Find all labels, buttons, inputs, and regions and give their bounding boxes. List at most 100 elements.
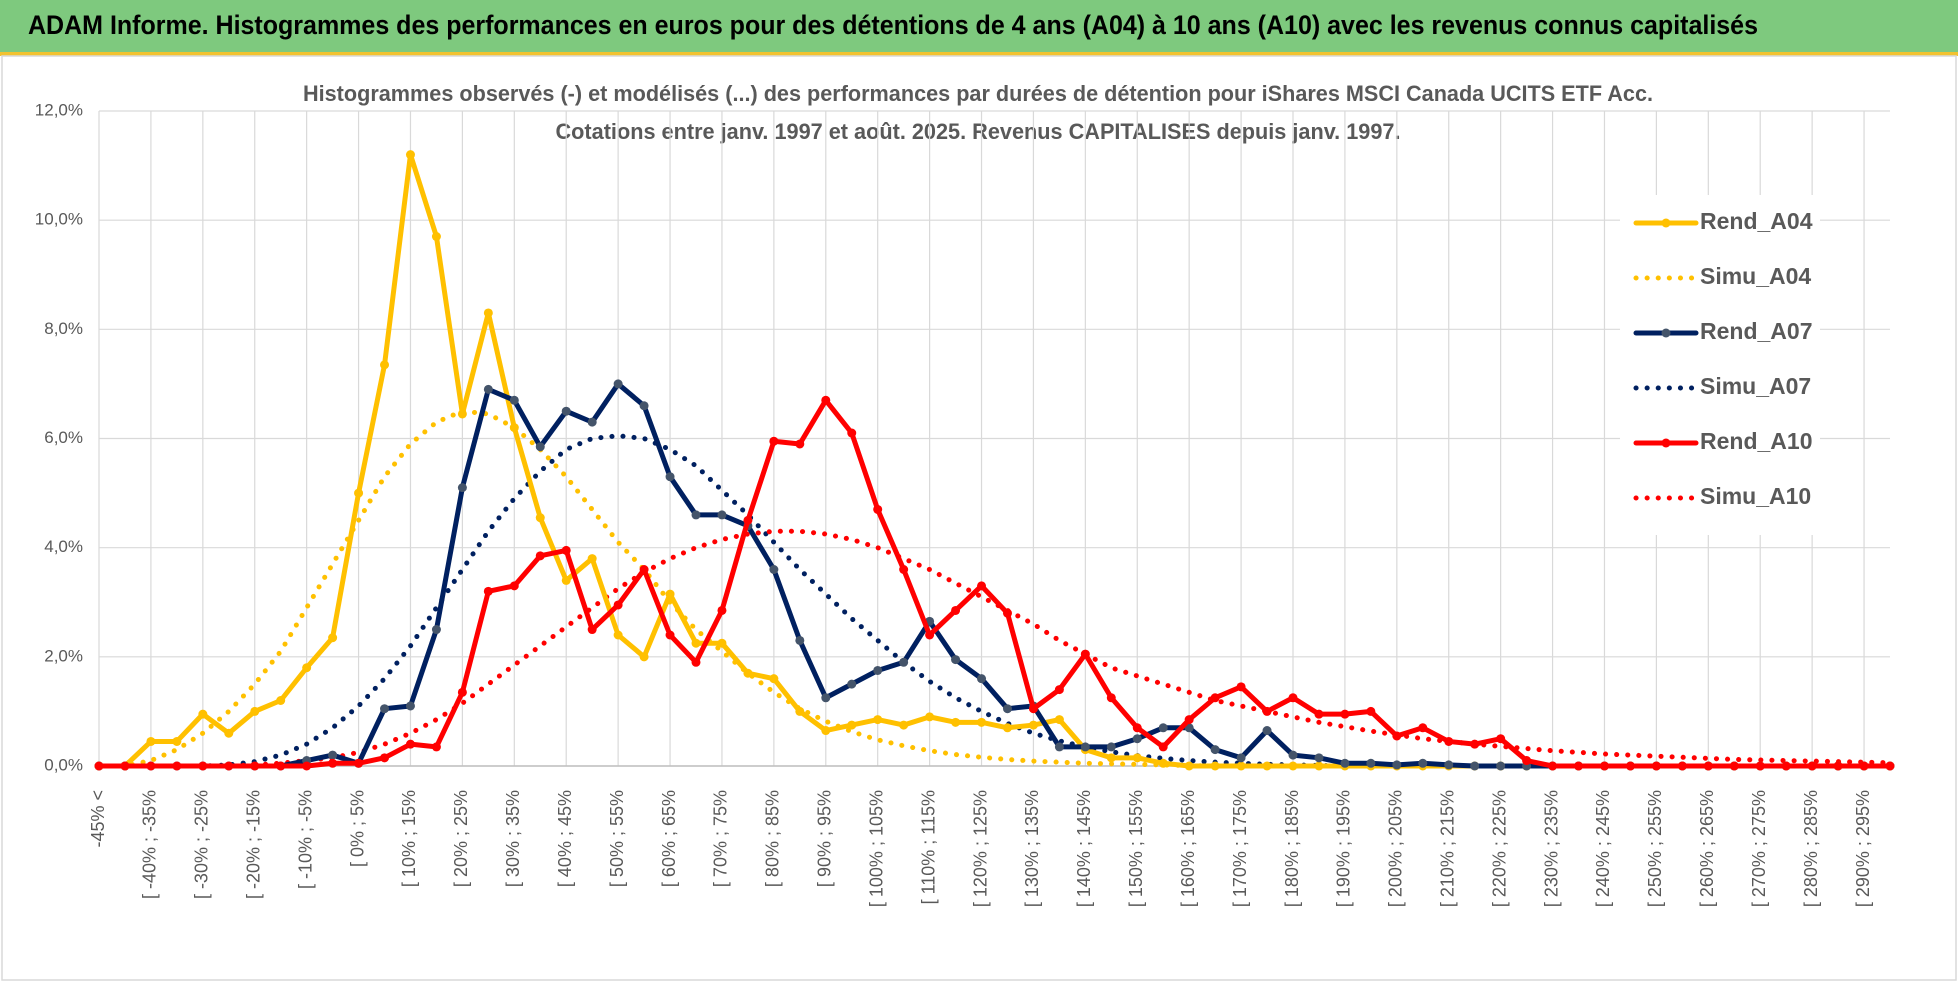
- marker: [1028, 720, 1038, 730]
- marker: [821, 693, 831, 703]
- marker: [691, 638, 701, 648]
- marker: [795, 706, 805, 716]
- marker: [1080, 742, 1090, 752]
- marker: [1444, 736, 1454, 746]
- x-tick-label: [ 220% ; 225%: [1489, 790, 1509, 907]
- marker: [1002, 723, 1012, 733]
- marker: [1210, 693, 1220, 703]
- marker: [769, 674, 779, 684]
- marker: [457, 409, 467, 419]
- marker: [587, 625, 597, 635]
- marker: [977, 674, 987, 684]
- marker: [1574, 761, 1584, 771]
- x-tick-label: [ 10% ; 15%: [399, 790, 419, 887]
- marker: [535, 513, 545, 523]
- marker: [431, 742, 441, 752]
- marker: [795, 439, 805, 449]
- marker: [1651, 761, 1661, 771]
- marker: [1314, 761, 1324, 771]
- marker: [1418, 723, 1428, 733]
- marker: [977, 581, 987, 591]
- legend-label: Simu_A07: [1700, 373, 1811, 399]
- marker: [1599, 761, 1609, 771]
- marker: [795, 635, 805, 645]
- marker: [847, 428, 857, 438]
- marker: [639, 565, 649, 574]
- marker: [717, 510, 727, 520]
- marker: [1677, 761, 1687, 771]
- marker: [613, 630, 623, 640]
- marker: [1288, 693, 1298, 703]
- marker: [1262, 761, 1272, 771]
- marker: [302, 663, 312, 673]
- x-tick-label: [ -10% ; -5%: [295, 790, 315, 889]
- marker: [665, 472, 675, 482]
- marker: [1210, 761, 1220, 771]
- x-tick-label: [ 130% ; 135%: [1022, 790, 1042, 907]
- marker: [873, 504, 883, 514]
- marker: [1132, 734, 1142, 744]
- observed-line: [96, 397, 1893, 769]
- marker: [354, 758, 364, 768]
- header-rule: [0, 52, 1958, 56]
- marker: [873, 665, 883, 675]
- x-tick-label: [ 50% ; 55%: [607, 790, 627, 887]
- marker: [535, 551, 545, 561]
- marker: [561, 575, 571, 585]
- x-tick-label: [ -40% ; -35%: [140, 790, 160, 899]
- marker: [639, 652, 649, 662]
- marker: [1703, 761, 1713, 771]
- x-tick-label: [ 60% ; 65%: [659, 790, 679, 887]
- marker: [899, 657, 909, 667]
- marker: [1444, 760, 1454, 770]
- chart-subtitle: Cotations entre janv. 1997 et août. 2025…: [556, 119, 1401, 144]
- x-tick-label: [ 240% ; 245%: [1593, 790, 1613, 907]
- marker: [561, 545, 571, 555]
- marker: [1548, 761, 1558, 771]
- marker: [224, 761, 234, 771]
- y-tick-label: 2,0%: [44, 646, 83, 665]
- marker: [146, 736, 156, 746]
- marker: [405, 739, 415, 749]
- x-tick-label: [ 170% ; 175%: [1230, 790, 1250, 907]
- marker: [665, 589, 675, 599]
- marker: [509, 581, 519, 591]
- marker: [1262, 726, 1272, 736]
- x-tick-label: [ 230% ; 235%: [1541, 790, 1561, 907]
- marker: [1470, 739, 1480, 749]
- marker: [1833, 761, 1843, 771]
- marker: [1184, 715, 1194, 725]
- marker: [1158, 723, 1168, 733]
- x-tick-label: [ 190% ; 195%: [1334, 790, 1354, 907]
- x-tick-label: [ 0% ; 5%: [347, 790, 367, 867]
- marker: [613, 600, 623, 610]
- y-tick-label: 10,0%: [35, 210, 83, 229]
- marker: [1340, 709, 1350, 719]
- marker: [899, 565, 909, 574]
- marker: [328, 750, 338, 760]
- marker: [1418, 758, 1428, 768]
- x-tick-label: [ 80% ; 85%: [763, 790, 783, 887]
- marker: [1885, 761, 1895, 771]
- marker: [509, 395, 519, 405]
- marker: [457, 687, 467, 697]
- marker: [847, 679, 857, 689]
- model-line: [96, 528, 1893, 769]
- marker: [1210, 745, 1220, 755]
- marker: [1755, 761, 1765, 771]
- marker: [1729, 761, 1739, 771]
- legend-box: [1620, 195, 1820, 535]
- marker: [1106, 742, 1116, 752]
- marker: [120, 761, 130, 771]
- x-tick-label: [ 110% ; 115%: [918, 790, 938, 904]
- marker: [250, 761, 260, 771]
- x-tick-label: [ 70% ; 75%: [711, 790, 731, 887]
- x-tick-label: [ 90% ; 95%: [815, 790, 835, 887]
- marker: [1366, 706, 1376, 716]
- marker: [1236, 753, 1246, 763]
- marker: [146, 761, 156, 771]
- marker: [224, 728, 234, 738]
- x-tick-label: [ 40% ; 45%: [555, 790, 575, 887]
- marker: [94, 761, 104, 771]
